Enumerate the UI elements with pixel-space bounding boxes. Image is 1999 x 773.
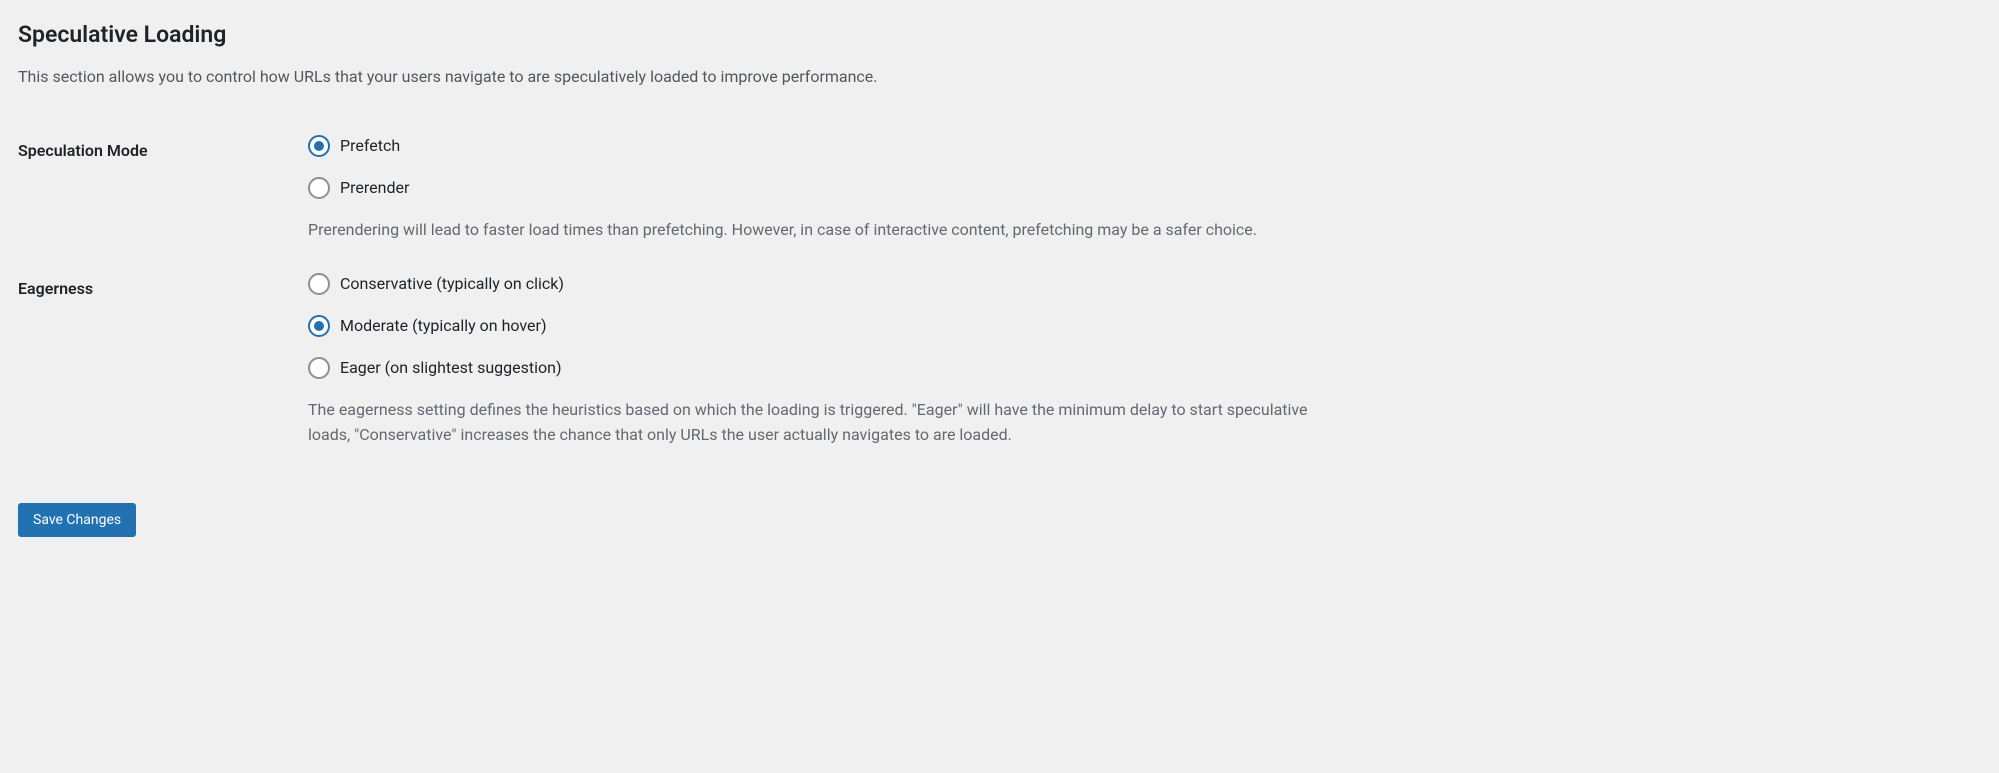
speculation-mode-label: Speculation Mode [18,119,308,258]
section-title: Speculative Loading [18,18,1981,53]
radio-icon [308,273,330,295]
radio-label: Prerender [340,176,409,200]
radio-label: Conservative (typically on click) [340,272,564,296]
eagerness-option-conservative[interactable]: Conservative (typically on click) [308,272,1971,296]
radio-label: Prefetch [340,134,400,158]
radio-label: Moderate (typically on hover) [340,314,547,338]
radio-label: Eager (on slightest suggestion) [340,356,562,380]
radio-icon [308,315,330,337]
radio-icon [308,177,330,199]
settings-form: Speculation Mode Prefetch Prerender Prer… [18,119,1981,463]
eagerness-option-eager[interactable]: Eager (on slightest suggestion) [308,356,1971,380]
radio-icon [308,135,330,157]
section-description: This section allows you to control how U… [18,65,1981,89]
eagerness-option-moderate[interactable]: Moderate (typically on hover) [308,314,1971,338]
save-button[interactable]: Save Changes [18,503,136,537]
eagerness-label: Eagerness [18,257,308,463]
speculation-mode-option-prefetch[interactable]: Prefetch [308,134,1971,158]
speculation-mode-group: Prefetch Prerender [308,134,1971,200]
eagerness-description: The eagerness setting defines the heuris… [308,398,1348,448]
speculation-mode-option-prerender[interactable]: Prerender [308,176,1971,200]
eagerness-group: Conservative (typically on click) Modera… [308,272,1971,380]
radio-icon [308,357,330,379]
submit-area: Save Changes [18,503,1981,537]
speculation-mode-description: Prerendering will lead to faster load ti… [308,218,1348,243]
